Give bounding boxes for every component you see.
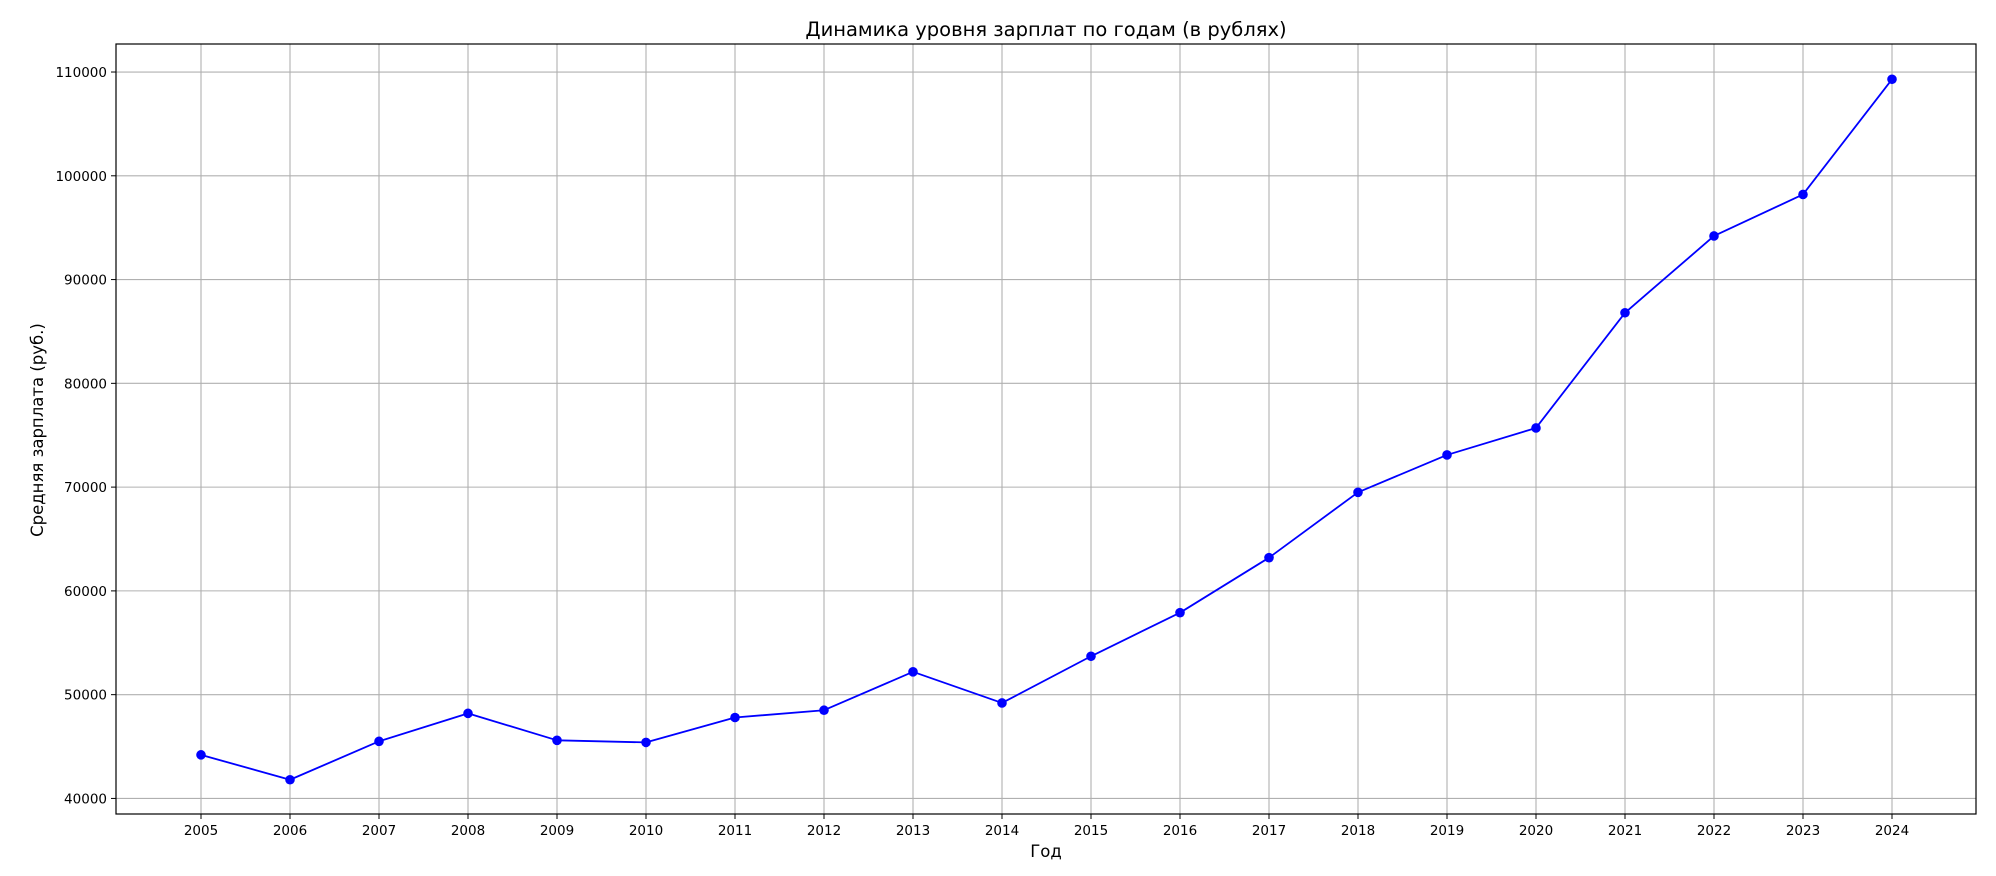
x-axis-title: Год [1030,842,1062,861]
tick-labels: 2005 2006 2007 2008 2009 2010 2011 2012 2013 2014… [55,65,1909,839]
data-point [1887,74,1897,85]
data-point [285,774,295,785]
x-tick-label: 2009 [540,823,574,839]
x-tick-label: 2019 [1430,823,1464,839]
data-point [1353,487,1363,498]
y-tick-label: 40000 [64,791,107,807]
grid-lines [116,44,1976,814]
data-point [374,736,384,747]
data-point [1175,607,1185,618]
y-tick-label: 80000 [64,376,107,392]
data-point [196,750,206,760]
x-tick-label: 2021 [1608,823,1642,839]
y-tick-label: 60000 [64,584,107,600]
series-line [200,78,1893,781]
data-point [1620,307,1630,318]
y-tick-label: 100000 [55,169,107,185]
x-tick-label: 2005 [184,823,218,839]
plot-frame [115,43,1977,815]
chart-title: Динамика уровня зарплат по годам (в рубл… [805,18,1286,41]
data-point [819,705,829,716]
data-point [463,708,473,719]
data-point [730,712,740,723]
y-tick-label: 90000 [64,273,107,289]
y-tick-label: 50000 [64,688,107,704]
x-tick-label: 2020 [1519,823,1553,839]
x-tick-label: 2013 [896,823,930,839]
x-tick-label: 2010 [629,823,663,839]
x-tick-label: 2012 [807,823,841,839]
x-tick-label: 2011 [718,823,752,839]
y-tick-label: 110000 [55,65,107,81]
data-point [552,735,562,746]
x-tick-label: 2014 [985,823,1019,839]
y-tick-label: 70000 [64,480,107,496]
data-point [908,667,918,677]
data-point [641,737,651,748]
series-marker-group [196,74,1897,785]
data-point [1531,423,1541,433]
x-tick-label: 2006 [273,823,307,839]
x-tick-label: 2007 [362,823,396,839]
x-tick-label: 2016 [1163,823,1197,839]
x-tick-label: 2024 [1875,823,1909,839]
data-point [997,698,1007,708]
data-point [1264,552,1274,563]
series-line-group [200,78,1893,781]
data-point [1709,231,1719,241]
data-point [1086,651,1096,662]
axes [111,43,1977,819]
y-axis-title: Средняя зарплата (руб.) [28,323,47,537]
data-point [1798,189,1808,200]
x-tick-label: 2017 [1252,823,1286,839]
x-tick-label: 2022 [1697,823,1731,839]
x-tick-label: 2018 [1341,823,1375,839]
x-tick-label: 2015 [1074,823,1108,839]
x-tick-label: 2023 [1786,823,1820,839]
x-tick-label: 2008 [451,823,485,839]
data-point [1442,450,1452,460]
